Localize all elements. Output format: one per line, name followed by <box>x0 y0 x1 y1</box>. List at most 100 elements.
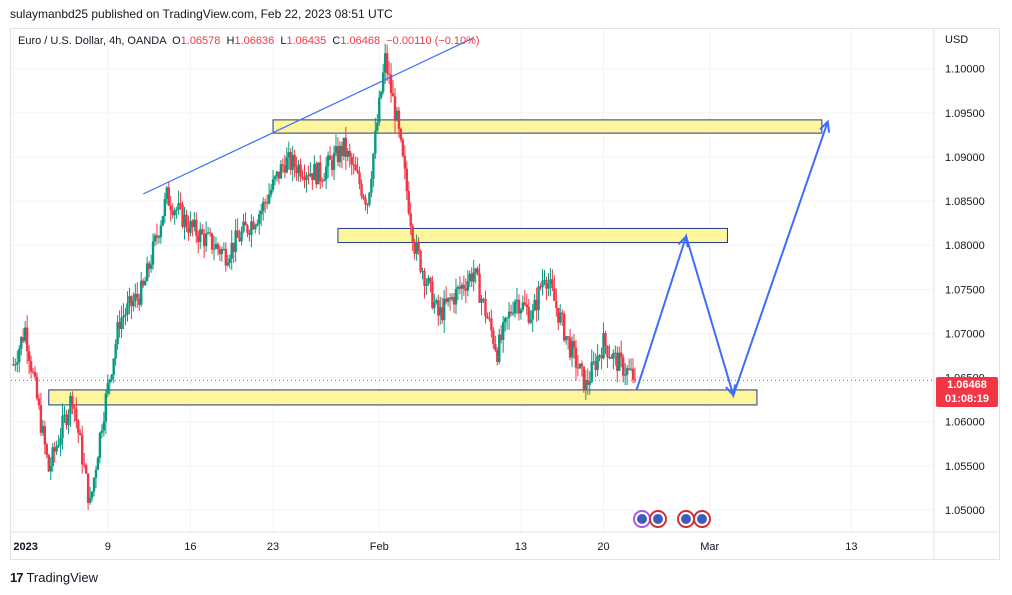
candle-body <box>592 361 595 363</box>
last-price-value: 1.06468 <box>947 379 987 391</box>
candle-body <box>254 225 257 230</box>
candle-body <box>86 473 90 503</box>
candle-body <box>65 414 68 425</box>
x-tick-label: 16 <box>184 541 196 553</box>
candle-body <box>71 396 74 407</box>
candle-body <box>136 293 139 299</box>
candle-body <box>311 173 314 181</box>
candle-body <box>185 214 188 228</box>
candle-body <box>472 272 475 282</box>
candle-body <box>561 312 564 314</box>
candle-body <box>336 146 340 163</box>
candle-body <box>378 97 381 123</box>
candle-body <box>232 242 235 252</box>
flag-icon <box>637 514 647 524</box>
candle-body <box>96 457 100 470</box>
projection-arrowhead <box>677 234 689 248</box>
x-tick-label: Mar <box>700 541 719 553</box>
candle-body <box>20 337 23 349</box>
candle-body <box>179 203 182 205</box>
candle-body <box>47 454 50 472</box>
candle-body <box>385 53 389 74</box>
candle-body <box>230 242 233 259</box>
candle-body <box>387 73 391 75</box>
candle-body <box>275 171 279 177</box>
candle-body <box>519 309 523 314</box>
candle-body <box>67 414 70 425</box>
candle-body <box>118 322 121 329</box>
currency-label[interactable]: USD <box>945 34 969 46</box>
supply-demand-zone <box>48 389 758 406</box>
candle-body <box>541 280 544 288</box>
high-key: H <box>226 35 235 47</box>
projection-arrowhead <box>819 119 831 133</box>
candle-body <box>149 264 153 269</box>
candle-body <box>240 231 243 242</box>
candle-body <box>16 362 19 365</box>
candle-body <box>79 432 82 436</box>
candle-body <box>346 150 349 157</box>
candle-body <box>204 233 208 247</box>
candle-body <box>413 242 416 254</box>
candle-body <box>444 298 448 302</box>
candle-body <box>94 469 98 478</box>
candle-body <box>391 93 395 97</box>
candle-body <box>515 299 519 302</box>
candle-body <box>496 350 499 362</box>
candle-body <box>39 405 43 433</box>
candle-body <box>505 317 509 319</box>
candle-body <box>464 288 468 291</box>
low-value: 1.06435 <box>286 35 327 47</box>
candle-body <box>63 414 66 416</box>
publisher-line: sulaymanbd25 published on TradingView.co… <box>10 7 393 21</box>
y-tick-label: 1.08000 <box>945 240 985 252</box>
candle-body <box>51 447 54 466</box>
drawings <box>11 37 934 528</box>
candle-body <box>165 187 169 199</box>
x-tick-label: Feb <box>370 541 389 553</box>
candle-body <box>208 232 212 234</box>
candle-body <box>199 229 202 243</box>
candle-body <box>423 271 426 287</box>
candle-body <box>446 297 450 302</box>
candle-body <box>618 352 621 371</box>
x-tick-label: 13 <box>845 541 857 553</box>
candle-body <box>319 162 322 181</box>
candle-body <box>620 352 623 358</box>
candle-body <box>301 176 304 178</box>
candle-body <box>342 137 346 157</box>
candle-body <box>629 368 633 370</box>
candle-body <box>250 221 253 235</box>
candle-body <box>29 361 33 372</box>
candle-body <box>458 286 462 289</box>
candle-body <box>450 297 454 300</box>
candle-body <box>14 364 17 366</box>
candle-body <box>409 213 412 227</box>
y-tick-label: 1.07000 <box>945 328 985 340</box>
candle-body <box>120 317 123 329</box>
candle-body <box>317 162 320 185</box>
candle-body <box>261 201 265 211</box>
candle-body <box>500 334 503 340</box>
candle-body <box>210 233 214 250</box>
candle-body <box>415 241 418 254</box>
candle-body <box>69 396 72 415</box>
legend: Euro / U.S. Dollar, 4h, OANDA O1.06578 H… <box>18 35 480 47</box>
candle-body <box>431 281 434 309</box>
candle-body <box>31 371 35 373</box>
brand[interactable]: 17 TradingView <box>10 570 98 585</box>
candle-body <box>321 180 324 182</box>
trendline <box>142 37 474 195</box>
candle-body <box>328 155 332 160</box>
close-value: 1.06468 <box>340 35 381 47</box>
candle-body <box>352 164 355 166</box>
candle-body <box>454 288 458 305</box>
candle-body <box>501 322 505 340</box>
candle-body <box>269 189 273 195</box>
candle-body <box>92 477 96 492</box>
candle-body <box>537 286 540 311</box>
candle-body <box>12 364 15 366</box>
candle-body <box>122 316 125 318</box>
flag-icon <box>697 514 707 524</box>
